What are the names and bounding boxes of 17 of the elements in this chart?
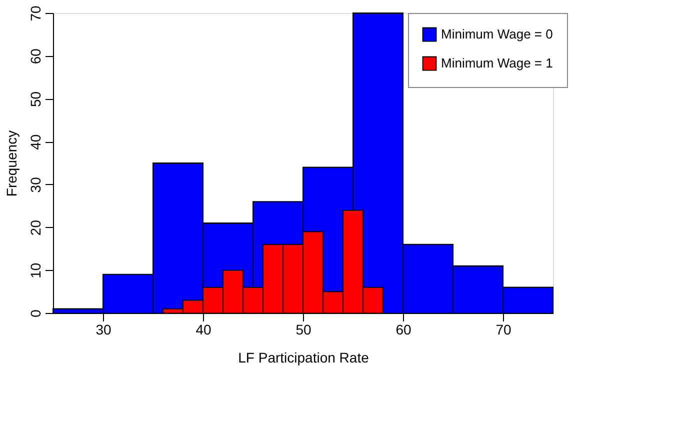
legend-label: Minimum Wage = 1	[441, 56, 553, 70]
x-tick-label: 30	[96, 322, 112, 338]
y-tick-label: 10	[28, 262, 44, 278]
x-tick-label: 60	[396, 322, 412, 338]
x-tick-label: 50	[296, 322, 312, 338]
x-axis-title: LF Participation Rate	[238, 350, 370, 366]
legend-label: Minimum Wage = 0	[441, 26, 553, 42]
x-tick-label: 70	[496, 322, 512, 338]
y-tick-label: 50	[28, 91, 44, 108]
y-tick-label: 20	[28, 220, 44, 236]
x-tick-label: 40	[196, 322, 212, 338]
y-tick-label: 40	[28, 134, 44, 150]
y-tick-label: 0	[28, 309, 44, 318]
y-tick-label: 60	[28, 48, 44, 64]
y-tick-label: 30	[28, 176, 44, 193]
y-axis-title: Frequency	[4, 130, 20, 197]
y-tick-label: 70	[28, 6, 44, 22]
